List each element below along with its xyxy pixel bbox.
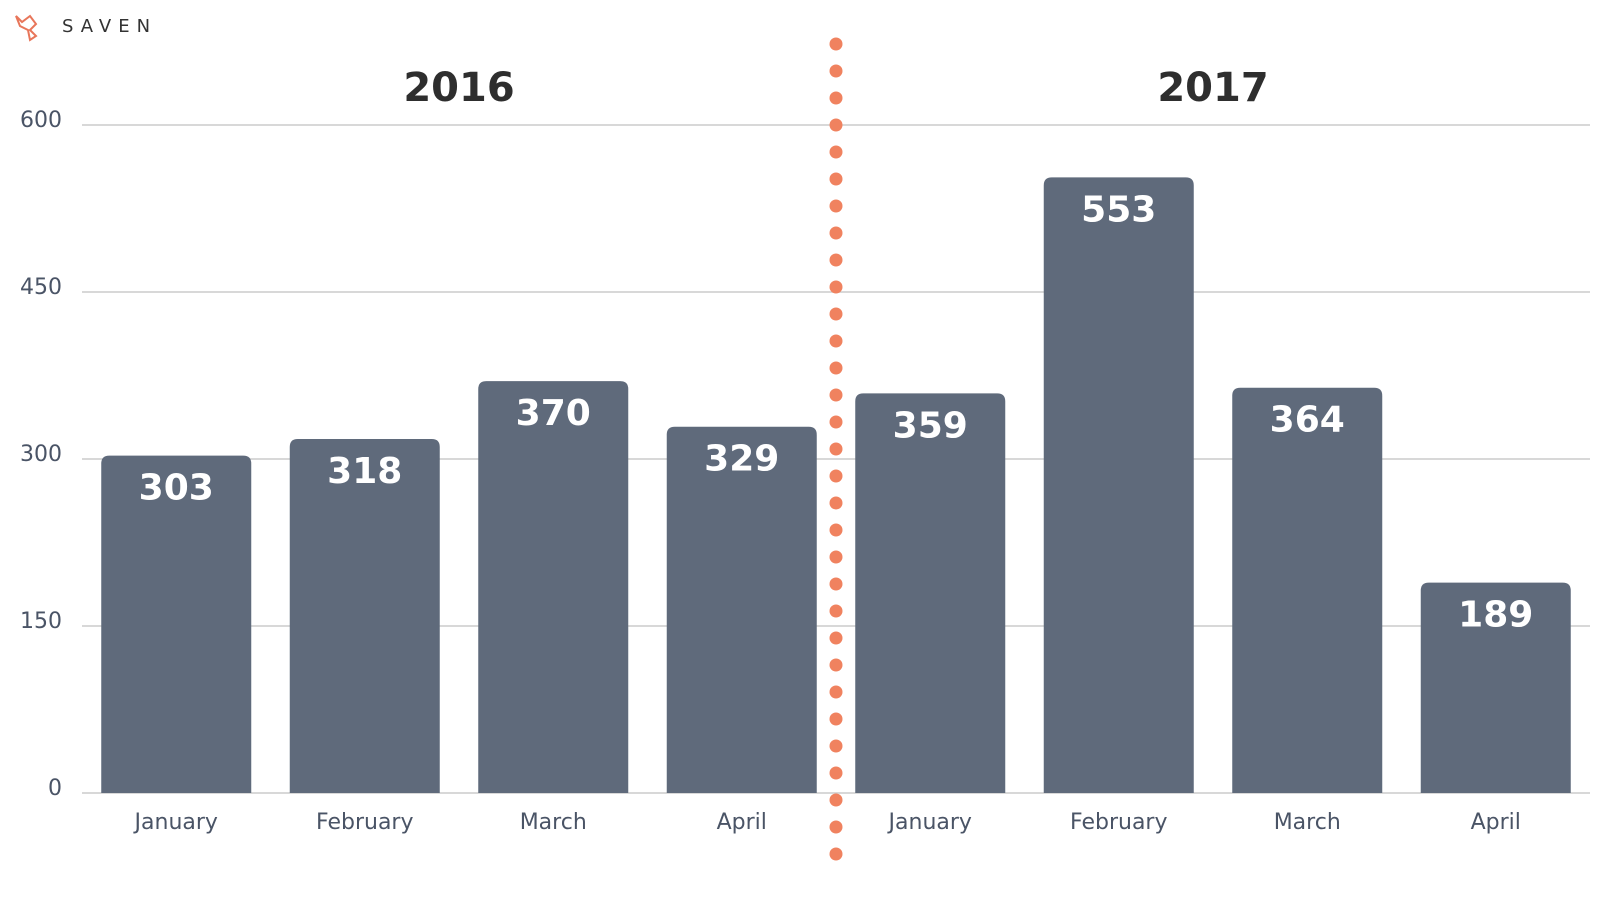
divider-dot	[829, 145, 843, 159]
group-label: 2016	[403, 65, 514, 111]
x-tick-label: February	[1070, 810, 1168, 835]
divider-dot	[829, 766, 843, 780]
divider-dot	[829, 604, 843, 618]
divider-dot	[829, 442, 843, 456]
divider-dot	[829, 496, 843, 510]
logo-text: SAVEN	[62, 16, 157, 37]
divider-dot	[829, 226, 843, 240]
value-label: 553	[1081, 189, 1156, 230]
divider-dot	[829, 577, 843, 591]
x-tick-label: April	[1471, 810, 1521, 835]
divider-dot	[829, 820, 843, 834]
y-tick-label: 0	[48, 776, 62, 801]
x-tick-label: January	[887, 810, 972, 835]
value-label: 329	[704, 439, 779, 480]
y-tick-label: 600	[20, 108, 62, 133]
x-tick-label: January	[133, 810, 218, 835]
bar	[1420, 582, 1571, 793]
x-tick-label: March	[1274, 810, 1341, 835]
divider-dot	[829, 280, 843, 294]
bar	[855, 393, 1006, 793]
divider-dot	[829, 712, 843, 726]
divider-dot	[829, 64, 843, 78]
divider-dot	[829, 307, 843, 321]
x-tick-label: April	[717, 810, 767, 835]
value-label: 318	[327, 451, 402, 492]
divider-dot	[829, 631, 843, 645]
divider-dot	[829, 172, 843, 186]
divider-dot	[829, 658, 843, 672]
divider-dot	[829, 388, 843, 402]
value-label: 303	[139, 468, 214, 509]
y-tick-label: 300	[20, 442, 62, 467]
x-tick-label: February	[316, 810, 414, 835]
bar	[1232, 387, 1383, 793]
value-label: 370	[516, 393, 591, 434]
logo: SAVEN	[15, 14, 157, 42]
divider-dot	[829, 469, 843, 483]
divider-dot	[829, 118, 843, 132]
group-label: 2017	[1157, 65, 1268, 111]
bar	[1043, 177, 1194, 793]
divider-dot	[829, 550, 843, 564]
divider-dot	[829, 253, 843, 267]
divider-dot	[829, 685, 843, 699]
divider-dot	[829, 37, 843, 51]
divider-dot	[829, 793, 843, 807]
divider-dot	[829, 334, 843, 348]
divider-dot	[829, 523, 843, 537]
value-label: 359	[893, 405, 968, 446]
y-tick-label: 150	[20, 609, 62, 634]
bar	[478, 381, 629, 793]
divider-dot	[829, 91, 843, 105]
divider-dot	[829, 199, 843, 213]
divider-dot	[829, 847, 843, 861]
divider-dot	[829, 415, 843, 429]
value-label: 189	[1458, 595, 1533, 636]
bar	[289, 438, 440, 793]
divider-dot	[829, 361, 843, 375]
x-tick-label: March	[520, 810, 587, 835]
bar	[666, 426, 817, 793]
logo-icon	[15, 14, 38, 42]
bar	[101, 455, 252, 793]
divider-dot	[829, 739, 843, 753]
value-label: 364	[1270, 400, 1345, 441]
y-tick-label: 450	[20, 275, 62, 300]
